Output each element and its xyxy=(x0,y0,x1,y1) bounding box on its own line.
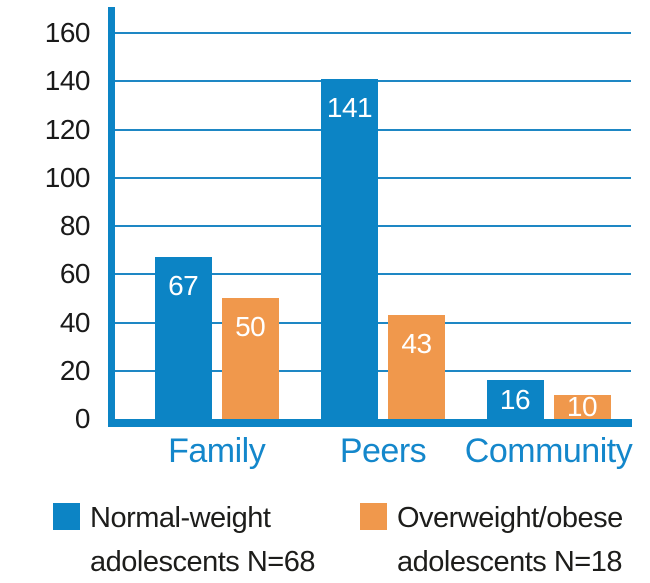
bar-value-label: 10 xyxy=(566,390,598,422)
y-tick-label-20: 20 xyxy=(59,354,91,386)
bar-value-label: 141 xyxy=(326,91,373,123)
bar-family-series-2: 50 xyxy=(221,298,279,419)
category-label-community: Community xyxy=(464,432,633,470)
gridline-y-160 xyxy=(115,32,631,34)
y-tick-label-160: 160 xyxy=(44,17,91,48)
bar-community-series-2: 10 xyxy=(553,390,611,422)
legend-label-line1: Normal-weight xyxy=(90,502,271,534)
legend-swatch-normal-weight xyxy=(53,503,80,530)
bar-peers-series-1: 141 xyxy=(321,78,378,419)
bar-family-series-1: 67 xyxy=(154,257,212,419)
bar-peers-series-2: 43 xyxy=(388,315,445,419)
legend-label-normal-weight: Normal-weight adolescents N=68 xyxy=(90,496,315,583)
legend-label-overweight-obese: Overweight/obese adolescents N=18 xyxy=(397,496,623,583)
bar-value-label: 67 xyxy=(168,270,199,302)
bar-value-label: 16 xyxy=(499,383,531,415)
legend-label-line1: Overweight/obese xyxy=(397,502,623,534)
y-tick-label-40: 40 xyxy=(59,306,91,338)
bar-community-series-1: 16 xyxy=(486,380,544,419)
y-axis-line xyxy=(108,7,115,427)
x-axis-line xyxy=(108,419,632,427)
category-label-family: Family xyxy=(168,432,266,470)
y-tick-label-0: 0 xyxy=(74,403,91,434)
legend-swatch-overweight-obese xyxy=(360,503,387,530)
legend-label-line2: adolescents N=18 xyxy=(397,546,622,578)
legend-label-line2: adolescents N=68 xyxy=(90,546,315,578)
y-tick-label-140: 140 xyxy=(44,65,91,97)
category-label-peers: Peers xyxy=(339,432,427,470)
y-tick-label-120: 120 xyxy=(44,113,91,145)
y-tick-label-60: 60 xyxy=(59,258,91,290)
bar-value-label: 43 xyxy=(401,328,432,360)
y-tick-label-100: 100 xyxy=(44,161,91,193)
y-tick-label-80: 80 xyxy=(59,210,91,241)
bar-value-label: 50 xyxy=(235,311,266,343)
